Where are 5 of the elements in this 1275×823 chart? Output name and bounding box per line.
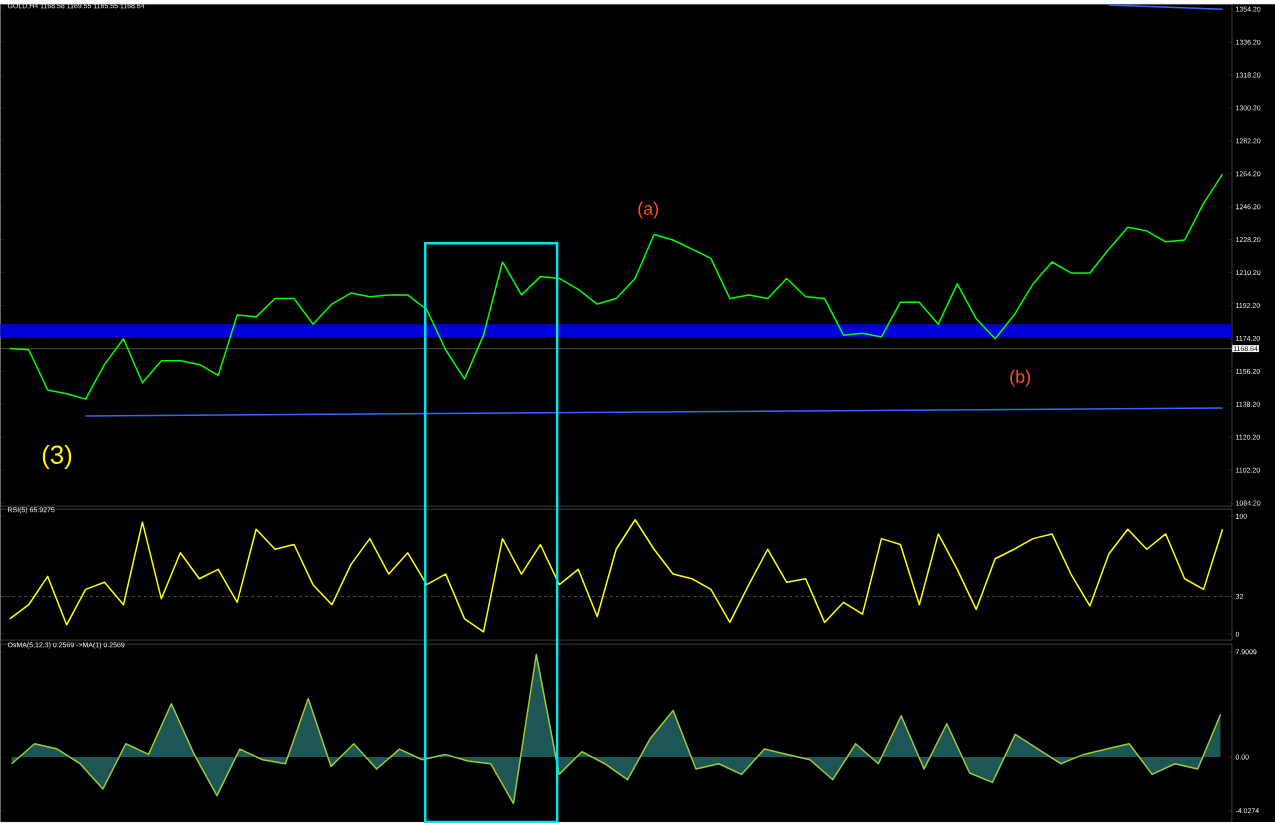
annotation: (a) bbox=[638, 201, 659, 219]
annotation: (3) bbox=[42, 444, 72, 469]
line-series bbox=[9, 518, 1224, 633]
annotation: (b) bbox=[1010, 369, 1030, 387]
line-series bbox=[9, 173, 1224, 400]
